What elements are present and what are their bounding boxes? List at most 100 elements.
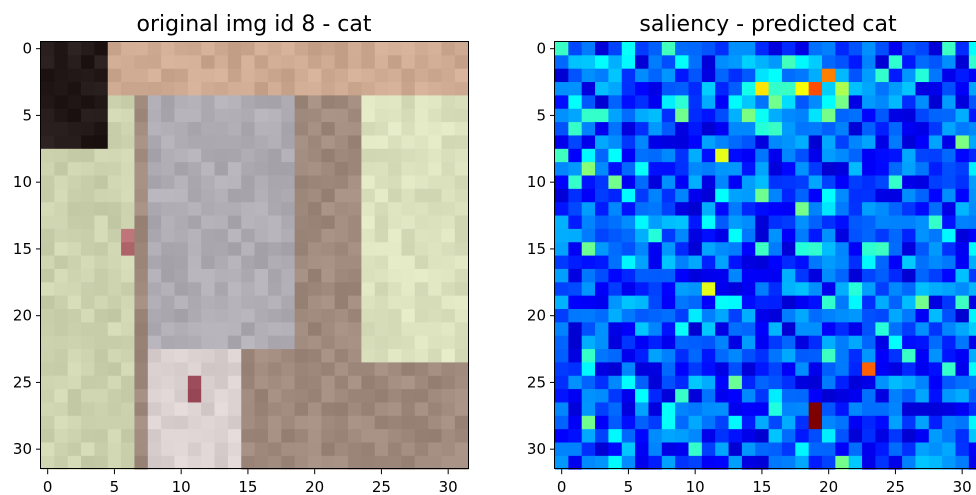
pixel-cell	[41, 82, 55, 96]
pixel-cell	[281, 135, 296, 150]
saliency-cell	[741, 175, 756, 190]
saliency-cell	[795, 148, 810, 163]
pixel-cell	[134, 375, 149, 390]
saliency-cell	[675, 82, 689, 96]
saliency-cell	[635, 455, 649, 470]
pixel-cell	[254, 95, 269, 110]
saliency-cell	[968, 122, 976, 136]
saliency-cell	[902, 295, 916, 310]
pixel-cell	[107, 95, 122, 110]
pixel-cell	[41, 175, 55, 190]
saliency-cell	[555, 55, 569, 70]
saliency-cell	[768, 135, 783, 150]
saliency-cell	[755, 55, 769, 70]
pixel-cell	[254, 429, 269, 443]
saliency-cell	[875, 309, 890, 323]
pixel-cell	[161, 42, 175, 56]
pixel-cell	[281, 322, 296, 337]
pixel-cell	[334, 95, 349, 110]
pixel-cell	[348, 309, 362, 323]
pixel-cell	[67, 455, 82, 470]
pixel-cell	[348, 375, 362, 390]
saliency-cell	[568, 402, 583, 417]
pixel-cell	[107, 282, 122, 297]
pixel-cell	[254, 335, 269, 350]
pixel-cell	[267, 322, 282, 337]
pixel-cell	[67, 349, 82, 363]
pixel-cell	[147, 242, 162, 256]
pixel-cell	[414, 242, 429, 256]
pixel-cell	[361, 122, 376, 136]
saliency-cell	[822, 55, 836, 70]
pixel-cell	[414, 455, 429, 470]
pixel-cell	[94, 255, 109, 270]
saliency-cell	[888, 188, 903, 203]
pixel-cell	[134, 202, 149, 216]
pixel-cell	[334, 389, 349, 403]
pixel-cell	[294, 228, 309, 243]
saliency-cell	[581, 215, 596, 230]
pixel-cell	[94, 268, 109, 283]
saliency-cell	[928, 295, 943, 310]
pixel-cell	[41, 455, 55, 470]
saliency-cell	[915, 162, 930, 176]
saliency-cell	[848, 322, 863, 337]
pixel-cell	[121, 295, 135, 310]
saliency-cell	[701, 242, 716, 256]
pixel-cell	[67, 295, 82, 310]
pixel-cell	[147, 68, 162, 83]
pixel-cell	[201, 268, 215, 283]
saliency-cell	[688, 242, 703, 256]
saliency-cell	[968, 242, 976, 256]
saliency-cell	[968, 455, 976, 470]
pixel-cell	[454, 202, 469, 216]
pixel-cell	[294, 108, 309, 123]
saliency-cell	[661, 42, 676, 56]
pixel-cell	[441, 162, 456, 176]
saliency-cell	[848, 175, 863, 190]
saliency-cell	[608, 255, 623, 270]
y-tick-label: 5	[22, 106, 32, 124]
saliency-cell	[955, 148, 970, 163]
pixel-cell	[121, 349, 135, 363]
pixel-cell	[321, 228, 336, 243]
saliency-cell	[888, 162, 903, 176]
saliency-cell	[888, 202, 903, 216]
saliency-cell	[915, 322, 930, 337]
saliency-cell	[822, 42, 836, 56]
pixel-cell	[441, 349, 456, 363]
saliency-cell	[808, 162, 823, 176]
pixel-cell	[67, 322, 82, 337]
pixel-cell	[294, 429, 309, 443]
saliency-cell	[795, 108, 810, 123]
saliency-cell	[701, 255, 716, 270]
pixel-cell	[41, 135, 55, 150]
pixel-cell	[241, 68, 255, 83]
pixel-cell	[321, 349, 336, 363]
pixel-cell	[428, 322, 442, 337]
pixel-cell	[361, 335, 376, 350]
saliency-cell	[822, 108, 836, 123]
saliency-cell	[755, 202, 769, 216]
saliency-cell	[755, 349, 769, 363]
saliency-cell	[701, 309, 716, 323]
pixel-cell	[334, 255, 349, 270]
saliency-cell	[608, 122, 623, 136]
saliency-cell	[648, 228, 663, 243]
saliency-cell	[928, 255, 943, 270]
pixel-cell	[187, 429, 202, 443]
saliency-cell	[581, 68, 596, 83]
saliency-cell	[701, 42, 716, 56]
pixel-cell	[441, 108, 456, 123]
saliency-cell	[741, 349, 756, 363]
saliency-cell	[808, 268, 823, 283]
saliency-cell	[768, 55, 783, 70]
saliency-cell	[795, 215, 810, 230]
saliency-cell	[661, 228, 676, 243]
pixel-cell	[428, 162, 442, 176]
pixel-cell	[81, 135, 95, 150]
pixel-cell	[414, 362, 429, 377]
saliency-cell	[875, 95, 890, 110]
pixel-cell	[134, 162, 149, 176]
pixel-cell	[54, 429, 69, 443]
